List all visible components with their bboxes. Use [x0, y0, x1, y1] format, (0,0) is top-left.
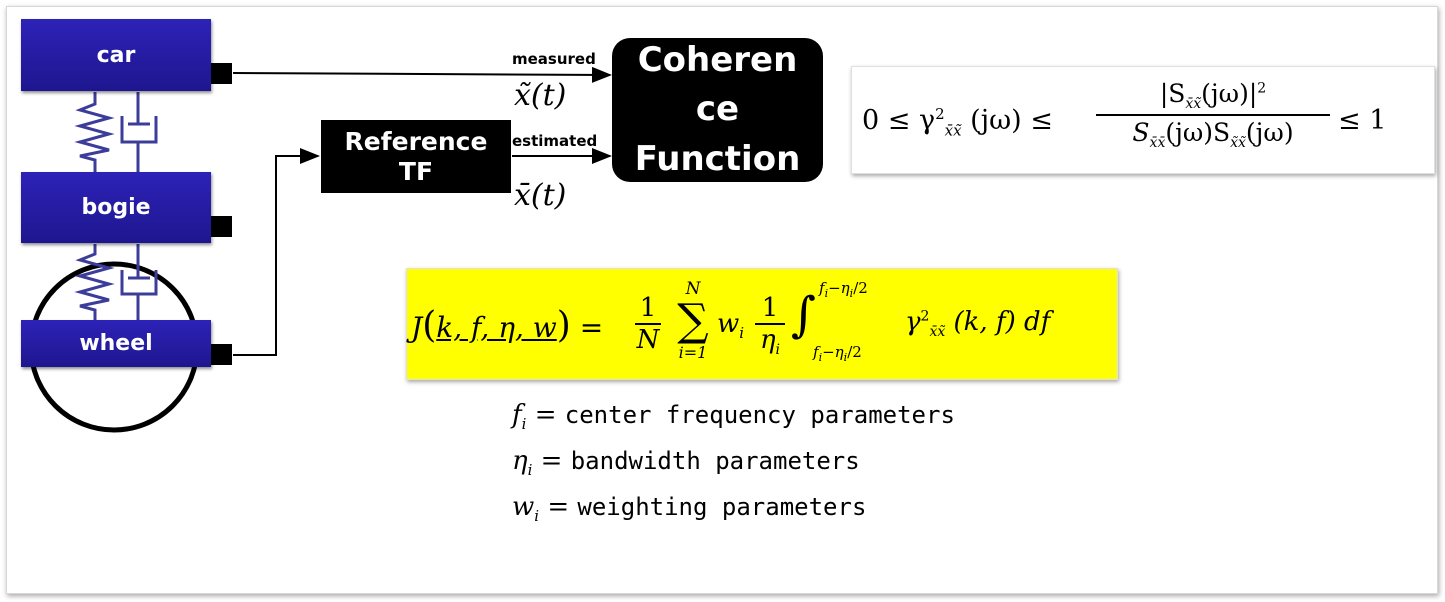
coherence-formula-left: 0 ≤ γ2x̄x̃ (jω) ≤ — [862, 105, 1053, 140]
cost-fraction-1-over-N: 1 N — [635, 293, 661, 355]
reference-tf-line1: Reference — [344, 126, 488, 156]
bogie-block: bogie — [21, 172, 211, 243]
wheel-block: wheel — [21, 320, 211, 367]
cost-integrand: γ2x̄x̃ (k, f) df — [905, 307, 1051, 341]
spring-bogie-wheel — [74, 244, 115, 320]
definition-text: bandwidth parameters — [570, 447, 860, 475]
cost-weight: wi — [717, 309, 745, 343]
cost-function-panel: J(k, f, η, w) = 1 N N ∑ i=1 wi 1 ηi ∫ fi… — [406, 268, 1118, 380]
definition-row: fi = center frequency parameters — [512, 400, 955, 433]
bogie-label: bogie — [81, 195, 151, 220]
reference-tf-box: Reference TF — [321, 120, 511, 193]
measured-label: measured — [512, 50, 596, 68]
coherence-line1: Coheren — [637, 40, 798, 81]
definition-row: wi = weighting parameters — [512, 492, 866, 525]
coherence-formula-right: ≤ 1 — [1338, 105, 1387, 136]
definition-subscript: i — [527, 461, 533, 480]
definition-subscript: i — [534, 507, 540, 526]
definition-equals: = — [539, 492, 578, 522]
cost-fraction-1-over-eta: 1 ηi — [755, 293, 785, 358]
definition-row: ηi = bandwidth parameters — [512, 446, 860, 479]
estimated-symbol: x̄(t) — [514, 178, 567, 213]
definition-subscript: i — [521, 415, 527, 434]
measured-symbol: x̃(t) — [514, 78, 567, 113]
estimated-label: estimated — [512, 132, 598, 150]
coherence-formula-fraction: |Sx̄x̃(jω)|2 Sx̄x̄(jω)Sx̃x̃(jω) — [1096, 79, 1330, 151]
coherence-function-box: Coheren ce Function — [612, 38, 823, 182]
wheel-port — [211, 344, 232, 365]
wheel-label: wheel — [79, 331, 153, 356]
car-block: car — [21, 19, 211, 91]
definition-equals: = — [526, 400, 565, 430]
coherence-line2: ce — [695, 89, 740, 130]
definition-equals: = — [532, 446, 571, 476]
car-port — [211, 63, 232, 84]
reference-tf-line2: TF — [398, 156, 434, 186]
definition-text: center frequency parameters — [564, 401, 955, 429]
bogie-port — [211, 216, 232, 237]
definition-symbol: η — [512, 446, 528, 476]
measured-connector — [232, 66, 612, 83]
wheel-to-reference-connector — [233, 148, 320, 356]
cost-integral-lower: fi−ηi/2 — [813, 343, 862, 364]
coherence-formula-panel: 0 ≤ γ2x̄x̃ (jω) ≤ |Sx̄x̃(jω)|2 Sx̄x̄(jω)… — [851, 66, 1435, 174]
cost-lhs: J(k, f, η, w) = — [411, 305, 604, 346]
definition-symbol: w — [512, 492, 535, 522]
damper-car-bogie — [120, 92, 158, 172]
car-label: car — [96, 42, 136, 68]
definition-text: weighting parameters — [577, 493, 867, 521]
spring-car-bogie — [74, 92, 115, 172]
damper-bogie-wheel — [120, 244, 158, 320]
cost-integral-upper: fi−ηi/2 — [819, 279, 868, 300]
cost-integral: ∫ — [791, 287, 817, 343]
coherence-line3: Function — [634, 138, 801, 179]
definition-symbol: f — [512, 400, 522, 430]
cost-sum: N ∑ i=1 — [677, 279, 709, 362]
